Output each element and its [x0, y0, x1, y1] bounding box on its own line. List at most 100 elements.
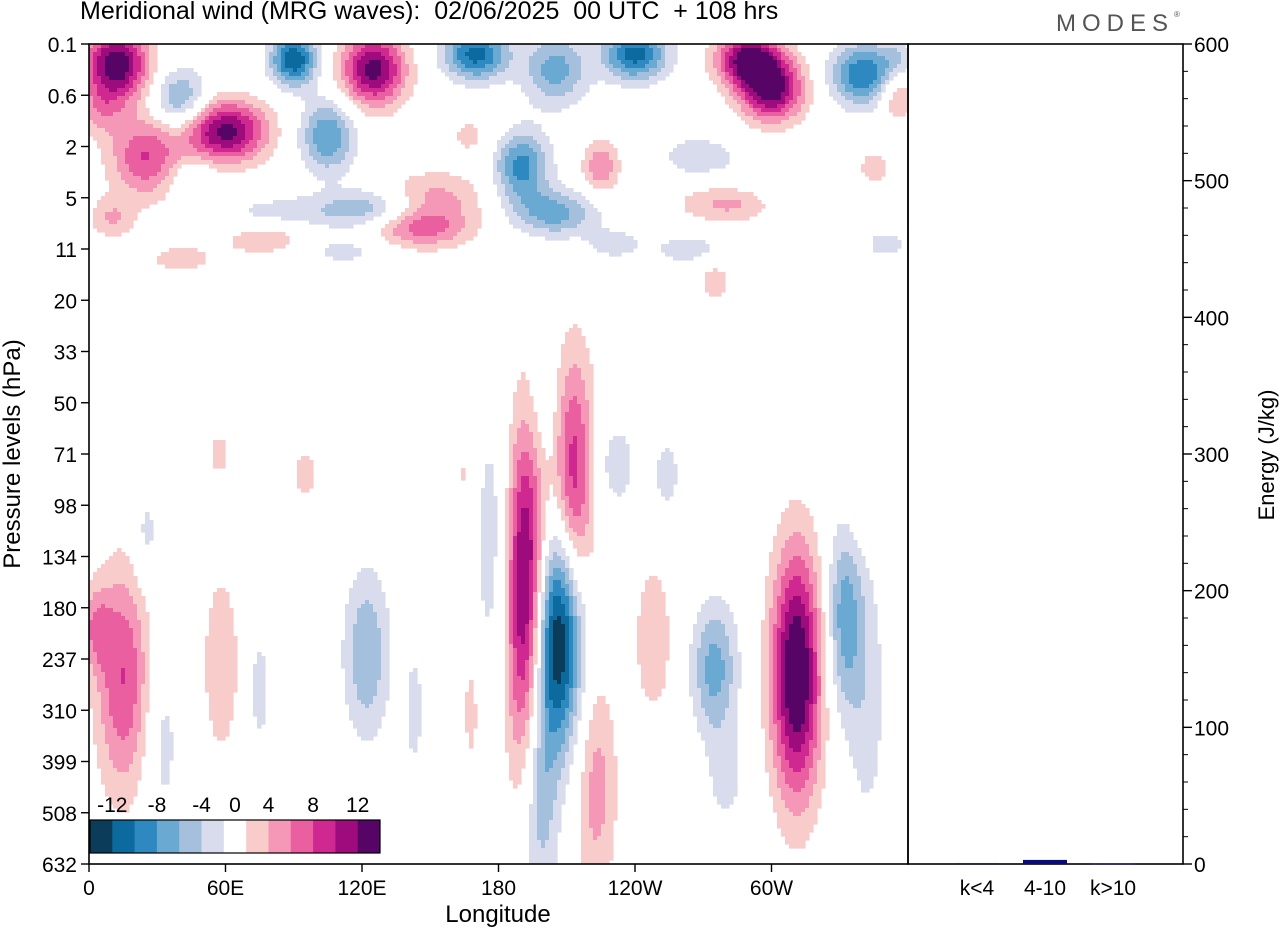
heatmap-cell	[533, 148, 542, 153]
heatmap-cell	[349, 148, 358, 153]
heatmap-cell	[253, 212, 326, 217]
heatmap-cell	[585, 524, 594, 529]
heatmap-cell	[349, 92, 358, 97]
heatmap-cell	[465, 704, 478, 709]
colorbar-label: 8	[307, 794, 319, 817]
heatmap-cell	[333, 108, 342, 113]
heatmap-cell	[805, 736, 814, 741]
heatmap-cell	[497, 184, 506, 189]
heatmap-cell	[541, 696, 546, 701]
heatmap-cell	[777, 748, 786, 753]
heatmap-cell	[265, 72, 274, 77]
heatmap-cell	[513, 136, 534, 141]
heatmap-cell	[797, 56, 806, 61]
heatmap-cell	[537, 512, 542, 517]
heatmap-cell	[725, 712, 738, 717]
heatmap-cell	[445, 52, 454, 57]
heatmap-cell	[713, 204, 742, 209]
heatmap-cell	[821, 724, 830, 729]
heatmap-cell	[517, 572, 530, 577]
heatmap-cell	[813, 660, 818, 665]
heatmap-cell	[693, 632, 702, 637]
heatmap-cell	[349, 708, 386, 713]
heatmap-cell	[781, 660, 786, 665]
heatmap-cell	[529, 640, 534, 645]
heatmap-cell	[257, 116, 266, 121]
heatmap-cell	[825, 72, 834, 77]
heatmap-cell	[505, 740, 518, 745]
heatmap-cell	[569, 468, 578, 473]
heatmap-cell	[865, 684, 882, 689]
heatmap-cell	[169, 248, 198, 253]
heatmap-cell	[769, 44, 778, 49]
heatmap-cell	[517, 564, 530, 569]
heatmap-cell	[589, 404, 594, 409]
heatmap-cell	[717, 68, 722, 73]
heatmap-cell	[773, 684, 778, 689]
heatmap-cell	[493, 164, 498, 169]
heatmap-cell	[577, 52, 602, 57]
heatmap-cell	[469, 56, 486, 61]
heatmap-cell	[509, 480, 514, 485]
heatmap-cell	[297, 140, 306, 145]
heatmap-cell	[353, 724, 382, 729]
heatmap-cell	[405, 80, 418, 85]
heatmap-cell	[837, 44, 858, 49]
heatmap-cell	[465, 728, 474, 733]
heatmap-cell	[581, 368, 594, 373]
heatmap-cell	[89, 84, 98, 89]
heatmap-cell	[573, 584, 578, 589]
heatmap-cell	[661, 456, 674, 461]
heatmap-cell	[89, 696, 102, 701]
heatmap-cell	[89, 104, 94, 109]
heatmap-cell	[761, 720, 770, 725]
heatmap-cell	[829, 624, 834, 629]
heatmap-cell	[809, 660, 814, 665]
heatmap-cell	[865, 172, 886, 177]
heatmap-cell	[557, 680, 562, 685]
heatmap-cell	[505, 620, 510, 625]
heatmap-cell	[557, 464, 566, 469]
heatmap-cell	[565, 660, 570, 665]
heatmap-cell	[109, 708, 134, 713]
heatmap-cell	[161, 96, 170, 101]
heatmap-cell	[353, 100, 362, 105]
heatmap-cell	[581, 420, 590, 425]
heatmap-cell	[109, 76, 126, 81]
heatmap-cell	[781, 792, 814, 797]
heatmap-cell	[709, 720, 722, 725]
heatmap-cell	[585, 464, 590, 469]
heatmap-cell	[545, 736, 566, 741]
heatmap-cell	[529, 508, 534, 513]
heatmap-cell	[353, 644, 382, 649]
heatmap-cell	[513, 692, 526, 697]
heatmap-cell	[609, 52, 618, 57]
heatmap-cell	[401, 48, 414, 53]
heatmap-cell	[813, 560, 822, 565]
heatmap-cell	[537, 520, 542, 525]
heatmap-cell	[105, 740, 138, 745]
heatmap-cell	[369, 84, 382, 89]
heatmap-cell	[697, 616, 734, 621]
heatmap-cell	[693, 624, 706, 629]
heatmap-cell	[693, 700, 702, 705]
heatmap-cell	[661, 452, 674, 457]
heatmap-cell	[461, 204, 478, 209]
heatmap-cell	[529, 456, 538, 461]
heatmap-cell	[377, 692, 390, 697]
heatmap-cell	[585, 528, 594, 533]
heatmap-cell	[381, 52, 390, 57]
heatmap-cell	[701, 604, 730, 609]
heatmap-cell	[509, 768, 522, 773]
heatmap-cell	[861, 168, 886, 173]
heatmap-cell	[557, 372, 570, 377]
heatmap-cell	[185, 100, 194, 105]
heatmap-cell	[529, 484, 538, 489]
heatmap-cell	[333, 72, 342, 77]
heatmap-cell	[245, 132, 254, 137]
colorbar-swatch	[268, 820, 292, 853]
heatmap-cell	[573, 708, 578, 713]
heatmap-cell	[521, 528, 530, 533]
heatmap-cell	[509, 424, 522, 429]
heatmap-cell	[809, 604, 814, 609]
